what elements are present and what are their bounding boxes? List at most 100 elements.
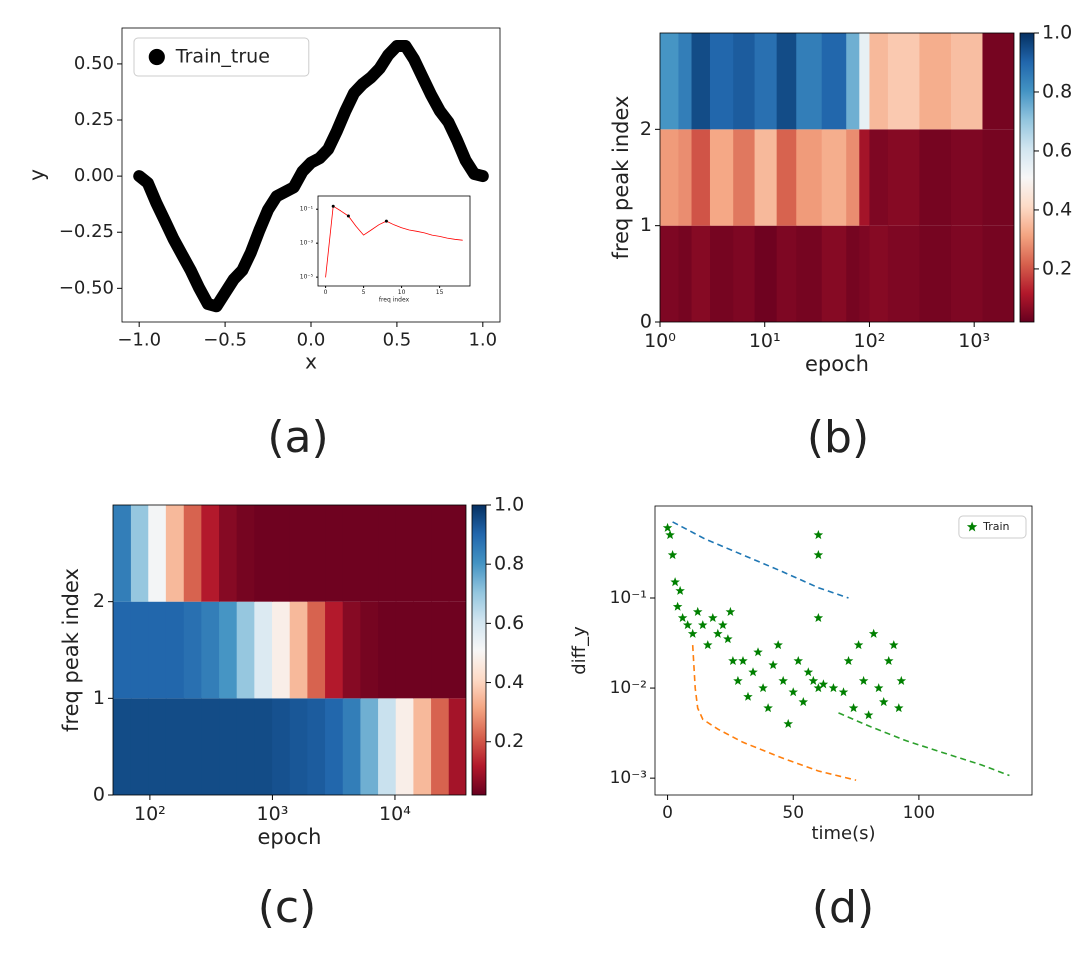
- heat-cell: [219, 601, 238, 699]
- panel-label: (c): [258, 882, 317, 933]
- plot-area: [672, 521, 1010, 781]
- star-marker: [677, 613, 688, 622]
- star-marker: [738, 656, 748, 665]
- x-tick-label: 10⁰: [644, 330, 676, 352]
- star-marker: [723, 634, 733, 644]
- plot-frame: [317, 195, 471, 287]
- heat-cell: [342, 505, 362, 602]
- plot-frame: [654, 505, 1033, 796]
- heat-cell: [691, 129, 711, 226]
- star-marker: [858, 675, 869, 685]
- colorbar-tick-label: 0.6: [494, 612, 524, 634]
- star-marker: [670, 577, 680, 587]
- heat-cell: [325, 698, 344, 795]
- star-marker: [733, 675, 743, 685]
- star-marker: [682, 620, 693, 630]
- star-marker: [768, 660, 778, 670]
- heat-cell: [776, 33, 797, 130]
- heat-cell: [982, 225, 1014, 322]
- x-tick-label: −0.5: [203, 330, 247, 351]
- star-marker: [788, 687, 798, 697]
- star-marker: [763, 703, 773, 713]
- y-axis-label: freq peak index: [59, 568, 83, 732]
- star-marker: [873, 683, 884, 693]
- y-axis-label: diff_y: [569, 626, 590, 675]
- star-marker: [884, 656, 894, 665]
- heat-cell: [869, 129, 889, 226]
- star-marker: [803, 667, 814, 677]
- heat-cell: [754, 33, 778, 130]
- heat-cell: [130, 505, 149, 602]
- dot-marker: [346, 214, 350, 218]
- heat-cell: [448, 601, 466, 699]
- star-marker: [773, 640, 783, 650]
- heat-cell: [201, 698, 220, 795]
- colorbar-tick-label: 0.8: [494, 553, 524, 575]
- star-marker: [713, 628, 723, 638]
- heat-cell: [360, 601, 379, 699]
- heat-cell: [796, 129, 823, 226]
- star-marker: [698, 620, 708, 630]
- heat-cell: [236, 698, 255, 795]
- heat-cell: [113, 601, 132, 699]
- heat-cell: [733, 129, 756, 226]
- heat-cell: [183, 601, 202, 699]
- heat-cell: [325, 505, 344, 602]
- dot-marker: [148, 48, 165, 66]
- heat-cell: [307, 505, 326, 602]
- colorbar: [1019, 32, 1035, 323]
- x-tick-label: 10²: [854, 330, 886, 352]
- colorbar-tick-label: 0.4: [494, 671, 524, 693]
- heat-cell: [254, 698, 273, 795]
- star-marker: [718, 620, 728, 630]
- heat-cell: [254, 601, 273, 699]
- heat-cell: [821, 129, 847, 226]
- x-tick-label: 0: [324, 289, 328, 296]
- heat-cell: [289, 601, 308, 699]
- star-marker: [783, 718, 793, 728]
- heat-cell: [709, 225, 734, 322]
- plot-frame: [112, 504, 467, 796]
- heat-cell: [678, 225, 693, 322]
- dashed-line: [691, 645, 857, 781]
- heat-cell: [183, 505, 202, 602]
- heat-cell: [165, 698, 185, 795]
- heat-cell: [691, 225, 711, 322]
- heat-cell: [733, 225, 756, 322]
- star-marker: [778, 675, 788, 685]
- star-marker: [894, 703, 904, 713]
- heat-cell: [289, 505, 308, 602]
- x-tick-label: 1.0: [468, 330, 497, 351]
- x-tick-label: 50: [782, 803, 804, 823]
- star-marker: [743, 691, 753, 701]
- heat-cell: [360, 505, 379, 602]
- star-marker: [966, 521, 978, 532]
- heat-cell: [307, 601, 326, 699]
- heat-cell: [395, 698, 415, 795]
- x-tick-label: 10³: [958, 330, 990, 352]
- heat-cell: [165, 601, 185, 699]
- star-marker: [793, 656, 803, 665]
- star-marker: [758, 683, 768, 693]
- y-axis-label: freq peak index: [609, 96, 633, 260]
- heat-cell: [846, 225, 860, 322]
- colorbar-tick-label: 1.0: [1042, 22, 1072, 44]
- heat-cell: [660, 129, 680, 226]
- heat-cell: [691, 33, 711, 130]
- plot-area: [113, 505, 466, 795]
- heat-cell: [236, 505, 255, 602]
- heat-cell: [919, 225, 952, 322]
- heat-cell: [950, 33, 984, 130]
- heat-cell: [219, 698, 238, 795]
- heat-cell: [289, 698, 308, 795]
- y-tick-label: 10⁻³: [610, 768, 647, 788]
- heat-cell: [869, 225, 889, 322]
- y-axis-label: y: [25, 169, 49, 181]
- heat-cell: [413, 698, 432, 795]
- star-marker: [662, 522, 673, 532]
- y-tick-label: −0.25: [59, 221, 114, 242]
- heat-cell: [360, 698, 379, 795]
- star-marker: [693, 606, 703, 616]
- dashed-line: [838, 712, 1010, 777]
